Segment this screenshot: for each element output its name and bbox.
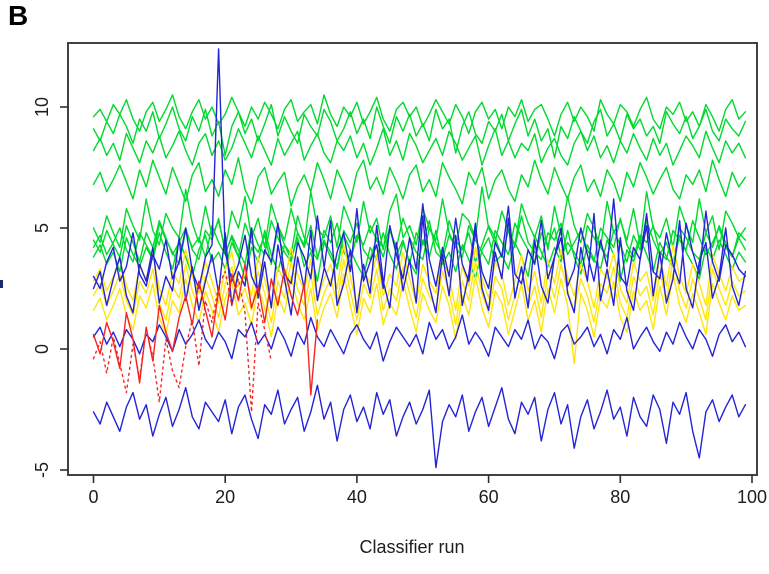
x-axis-title: Classifier run	[359, 537, 464, 557]
y-tick-label: 0	[32, 344, 52, 354]
series-red-2	[92, 270, 272, 413]
series-blue-1	[92, 48, 747, 292]
y-tick-label: -5	[32, 462, 52, 478]
x-tick-label: 0	[88, 487, 98, 507]
plot-box	[67, 42, 758, 476]
series-blue-4	[92, 384, 747, 469]
x-tick-label: 80	[610, 487, 630, 507]
y-axis-label-fragment	[0, 280, 3, 288]
y-tick-label: 10	[32, 97, 52, 117]
y-tick-label: 5	[32, 223, 52, 233]
series-green-2	[92, 103, 747, 159]
x-tick-label: 100	[737, 487, 767, 507]
series-red-1	[92, 263, 319, 396]
series-green-4	[92, 157, 747, 207]
x-tick-label: 60	[479, 487, 499, 507]
series-yellow-1	[92, 244, 747, 311]
series-blue-3	[92, 314, 747, 362]
x-tick-label: 40	[347, 487, 367, 507]
x-tick-label: 20	[215, 487, 235, 507]
series-green-5	[92, 186, 747, 251]
figure-label: B	[8, 0, 29, 31]
series-green-1	[92, 94, 747, 137]
series-yellow-3	[92, 273, 747, 365]
series-green-3	[92, 128, 747, 166]
